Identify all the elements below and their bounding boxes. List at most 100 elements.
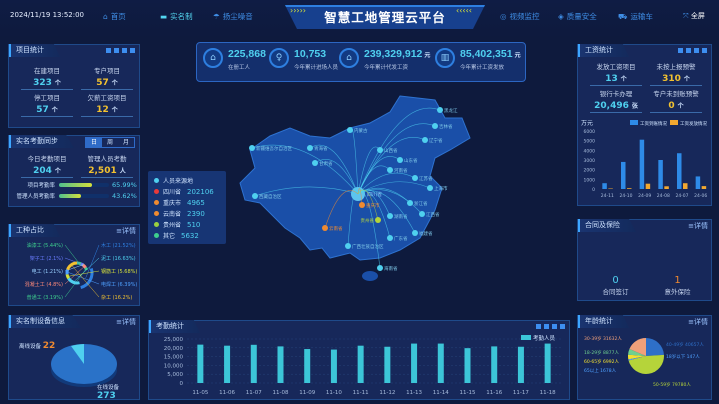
- title-banner: 智慧工地管理云平台: [285, 5, 485, 29]
- bar: [664, 186, 669, 189]
- slice-label: 普通工 (3.19%): [27, 294, 63, 301]
- slice-label: 电焊工 (6.39%): [101, 281, 137, 288]
- x-tick-label: 11-15: [460, 390, 476, 396]
- stat-item: 发放工资项目 13 个: [590, 61, 642, 86]
- legend-item[interactable]: 重庆市 4965: [154, 197, 220, 208]
- details-link[interactable]: ≡详情: [116, 227, 136, 235]
- slice-label: 60-65岁 6992人: [584, 358, 619, 365]
- panel-title: 实名制设备信息: [9, 315, 81, 328]
- pager-dots[interactable]: [106, 48, 135, 53]
- panel-title: 年龄统计: [578, 315, 629, 328]
- wage-stats-panel: 工资统计 发放工资项目 13 个未按上报预警 310 个银行卡办理 20,496 张专户未到…: [577, 44, 712, 206]
- x-tick-label: 11-14: [433, 390, 449, 396]
- slice-label: 40-49岁 40657人: [666, 341, 704, 348]
- place-label: 西藏自治区: [259, 193, 282, 200]
- tab-day[interactable]: 日: [85, 138, 102, 147]
- nav-dust[interactable]: ☂ 扬尘噪音: [213, 11, 253, 22]
- wage-bar-chart: 万元 工资到账情况 工资发放情况60005000400030002000100002…: [581, 120, 707, 199]
- legend-item[interactable]: 四川省 202106: [154, 186, 220, 197]
- y-tick-label: 6000: [584, 129, 596, 135]
- y-tick-label: 4000: [584, 148, 596, 154]
- summary-stats: ⌂ 225,868 在册工人 ♀ 10,753 今年累计进场人员 ⌂ 239,329,912 元…: [196, 42, 526, 82]
- pie-slice: [646, 338, 664, 356]
- place-marker: [375, 217, 381, 223]
- x-tick-label: 11-08: [273, 390, 289, 396]
- nav-video[interactable]: ◎ 视频监控: [500, 11, 540, 22]
- flow-line: [357, 107, 441, 195]
- details-link[interactable]: ≡详情: [116, 318, 136, 326]
- stat-item: 专户未到账预警 0 个: [650, 88, 702, 113]
- legend-item[interactable]: 贵州省 510: [154, 219, 220, 230]
- period-tabs: 日周 月: [84, 137, 135, 148]
- nav-realname[interactable]: ▬ 实名制: [160, 11, 193, 22]
- bar: [602, 183, 607, 189]
- slice-label: 杂工 (16.2%): [101, 295, 132, 301]
- legend-item[interactable]: 其它 5632: [154, 230, 220, 241]
- legend-swatch: [630, 120, 638, 125]
- x-tick-label: 24-08: [657, 193, 670, 199]
- leader-line: [64, 244, 80, 264]
- panel-title: 实名考勤同步: [9, 135, 74, 148]
- stat-item: 未按上报预警 310 个: [650, 61, 702, 86]
- fullscreen-label: 全屏: [690, 12, 705, 20]
- x-tick-label: 24-06: [694, 193, 707, 199]
- fullscreen-button[interactable]: ⤧ 全屏: [683, 11, 705, 21]
- legend-title: 人员来源地: [163, 178, 194, 185]
- leader-line: [73, 257, 100, 283]
- x-tick-label: 11-06: [219, 390, 235, 396]
- nav-truck[interactable]: ⛟ 运输车: [618, 11, 653, 22]
- panel-title: 考勤统计: [149, 320, 200, 333]
- place-label: 辽宁省: [429, 137, 443, 144]
- place-label: 重庆市: [366, 202, 380, 209]
- attendance-bar-chart: 25,000 20,000 15,000 10,000 5,000 0 11-05 11-06…: [164, 334, 561, 396]
- y-tick-label: 5,000: [167, 372, 183, 378]
- flow-line: [314, 159, 359, 195]
- x-tick-label: 24-09: [638, 193, 651, 199]
- place-marker: [387, 235, 393, 241]
- place-marker: [322, 225, 328, 231]
- y-tick-label: 25,000: [164, 337, 184, 343]
- slice-label: 木工 (21.52%): [101, 242, 136, 249]
- place-label: 河南省: [394, 167, 408, 174]
- pie-slice: [628, 356, 646, 361]
- source-legend: 人员来源地 四川省 202106 重庆市 4965 云南省 2390 贵州省 510 其它 563…: [148, 171, 226, 244]
- place-marker: [412, 175, 418, 181]
- flow-line: [251, 144, 359, 195]
- nav-home[interactable]: ⌂ 首页: [103, 11, 126, 22]
- work-types-panel: 工种占比 ≡详情 油漆工 (5.44%) 架子工 (2.1%) 电工 (1.21%)…: [8, 224, 140, 306]
- pager-dots[interactable]: [678, 48, 707, 53]
- details-link[interactable]: ≡详情: [688, 222, 708, 230]
- place-marker: [377, 147, 383, 153]
- age-panel: 年龄统计 ≡详情 30-39岁 31632人 40-49岁 40657人 18岁以下…: [577, 315, 712, 400]
- work-types-chart: 油漆工 (5.44%) 架子工 (2.1%) 电工 (1.21%) 混凝土工 (4.8…: [25, 242, 138, 301]
- bar: [621, 161, 626, 189]
- place-marker: [249, 145, 255, 151]
- place-label: 青海省: [314, 145, 328, 152]
- tab-month[interactable]: 月: [122, 139, 129, 146]
- legend-item[interactable]: 云南省 2390: [154, 208, 220, 219]
- nav-quality[interactable]: ◈ 质量安全: [558, 11, 597, 22]
- place-label: 福建省: [419, 230, 433, 237]
- place-label: 广西壮族自治区: [352, 243, 384, 250]
- header: 2024/11/19 13:52:00 ⌂ 首页 ▬ 实名制 ☂ 扬尘噪音 智慧工地管…: [0, 0, 719, 38]
- leader-line: [71, 264, 100, 298]
- dust-icon: ☂: [213, 12, 220, 21]
- place-label: 山东省: [404, 157, 418, 164]
- slice-label: 65以上 1678人: [584, 367, 617, 374]
- panel-title: 项目统计: [9, 44, 60, 57]
- bar: [357, 345, 364, 383]
- details-link[interactable]: ≡详情: [688, 318, 708, 326]
- flow-line: [357, 188, 363, 206]
- slice-label: 18岁以下 147人: [666, 353, 700, 360]
- y-tick-label: 1000: [584, 177, 596, 183]
- slice-label: 泥工 (16.63%): [101, 255, 136, 262]
- datetime: 2024/11/19 13:52:00: [10, 11, 85, 19]
- home-icon: ⌂: [103, 12, 108, 21]
- pager-dots[interactable]: [536, 324, 565, 329]
- place-marker: [427, 185, 433, 191]
- donut-slice: [82, 263, 87, 269]
- tab-week[interactable]: 周: [106, 139, 113, 146]
- bar: [411, 343, 418, 383]
- pie-offline-slice: [71, 344, 84, 364]
- place-label: 湖南省: [394, 213, 408, 220]
